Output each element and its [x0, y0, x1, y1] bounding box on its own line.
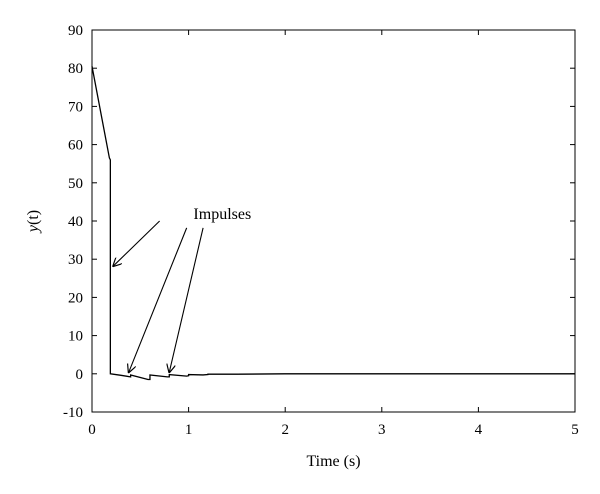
- series-line-0: [91, 66, 575, 381]
- y-tick-label: 70: [68, 99, 83, 115]
- x-tick-label: 1: [185, 422, 193, 438]
- annotation-label: Impulses: [193, 206, 251, 223]
- y-tick-label: 0: [76, 367, 84, 383]
- y-axis-label: y(t): [25, 210, 42, 234]
- x-tick-label: 5: [571, 422, 579, 438]
- annotation-arrow: [169, 227, 204, 372]
- x-tick-label: 3: [378, 422, 386, 438]
- axis-ticks: [91, 29, 576, 413]
- annotation-arrow: [129, 227, 188, 372]
- y-tick-label: 50: [68, 176, 83, 192]
- axis-tick-labels: 0 1 2 3 4 5 -10 0 10 20 30 40 50 60 70 80 90: [63, 23, 579, 438]
- annotation-arrow: [113, 220, 161, 266]
- y-tick-label: 30: [68, 252, 83, 268]
- plot-frame: [91, 29, 576, 413]
- y-tick-label: -10: [63, 405, 83, 421]
- y-tick-label: 40: [68, 214, 83, 230]
- x-axis-label: Time (s): [306, 453, 360, 470]
- y-tick-label: 10: [68, 329, 83, 345]
- x-tick-label: 4: [475, 422, 483, 438]
- y-tick-label: 60: [68, 138, 83, 154]
- annotations: Impulses: [113, 206, 251, 372]
- plot-area: [91, 29, 576, 413]
- y-axis-label-main: y: [25, 224, 42, 234]
- x-tick-label: 0: [88, 422, 96, 438]
- series-lines: [91, 66, 575, 381]
- y-axis-label-arg: (t): [25, 210, 42, 225]
- y-tick-label: 80: [68, 61, 83, 77]
- y-tick-label: 90: [68, 23, 83, 39]
- x-tick-label: 2: [281, 422, 289, 438]
- y-tick-label: 20: [68, 290, 83, 306]
